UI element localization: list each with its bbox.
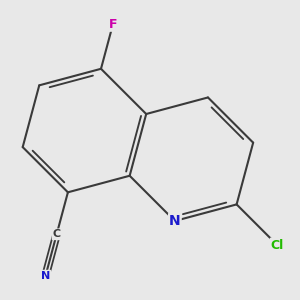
Text: F: F bbox=[109, 18, 117, 31]
Text: C: C bbox=[52, 229, 61, 239]
Text: Cl: Cl bbox=[271, 238, 284, 252]
Text: N: N bbox=[169, 214, 181, 228]
Text: N: N bbox=[41, 271, 50, 281]
